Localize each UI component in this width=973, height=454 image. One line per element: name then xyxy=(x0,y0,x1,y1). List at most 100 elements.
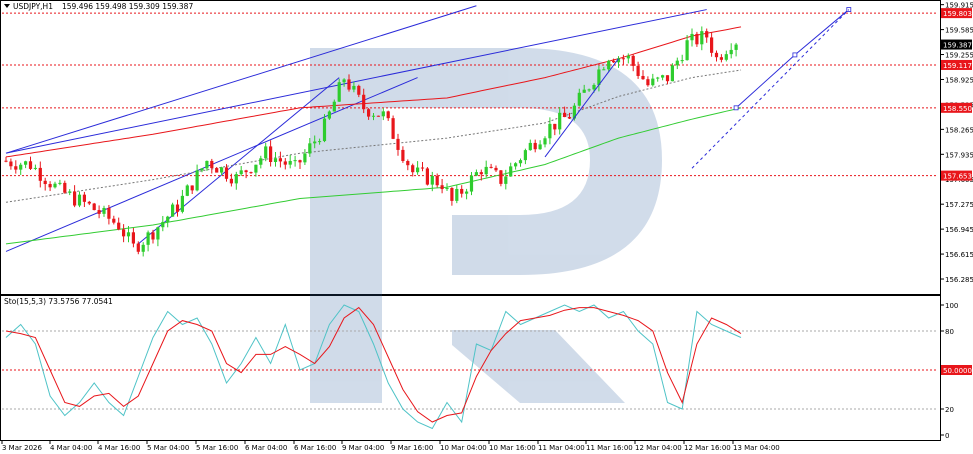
candle-body xyxy=(180,195,184,212)
candle-body xyxy=(77,194,82,206)
candle-body xyxy=(63,182,67,193)
candle-body xyxy=(210,160,214,169)
candle-body xyxy=(38,167,42,181)
candle-body xyxy=(141,244,145,252)
candle-body xyxy=(298,160,302,163)
time-tick-label: 9 Mar 16:00 xyxy=(391,444,433,452)
candle-body xyxy=(24,161,28,165)
forecast-lines xyxy=(544,7,852,169)
symbol-label: USDJPY,H1 xyxy=(13,2,53,11)
forecast-impulse-line xyxy=(544,58,619,158)
candle-body xyxy=(376,115,380,117)
candle-body xyxy=(185,185,189,196)
candle-body xyxy=(249,172,253,174)
candle-body xyxy=(631,55,635,66)
candle-body xyxy=(533,142,537,150)
candle-body xyxy=(161,221,165,228)
time-tick-label: 11 Mar 16:00 xyxy=(586,444,633,452)
symbol-header: USDJPY,H1 159.496 159.498 159.309 159.38… xyxy=(4,2,193,11)
ohlc-values: 159.496 159.498 159.309 159.387 xyxy=(62,2,193,11)
candle-body xyxy=(332,101,336,112)
candle-body xyxy=(651,78,655,86)
candle-body xyxy=(572,105,576,119)
forecast-path-line xyxy=(735,54,796,109)
price-tick-label: 156.285 xyxy=(945,276,973,284)
candle-body xyxy=(499,170,503,184)
indicator-header: Sto(15,5,3) 73.5756 77.0541 xyxy=(4,297,113,306)
candle-body xyxy=(92,203,96,211)
candle-body xyxy=(612,60,616,63)
candle-body xyxy=(523,150,527,161)
indicator-level-tag xyxy=(941,365,972,375)
price-tag-box xyxy=(941,170,972,181)
candle-body xyxy=(700,31,704,45)
candle-body xyxy=(68,191,72,193)
dropdown-triangle-icon[interactable] xyxy=(4,4,10,8)
candle-body xyxy=(293,160,297,162)
candle-body xyxy=(729,49,733,55)
candle-body xyxy=(322,118,327,142)
candle-body xyxy=(602,69,606,71)
candle-body xyxy=(239,170,243,175)
price-tag-label: 159.117 xyxy=(943,62,972,70)
candle-body xyxy=(714,52,719,58)
candle-body xyxy=(48,184,52,188)
candle-body xyxy=(288,160,292,165)
candle-body xyxy=(440,185,444,190)
stoch-line-signal xyxy=(5,306,742,423)
candle-body xyxy=(254,164,258,173)
candle-body xyxy=(205,160,209,169)
candle-body xyxy=(469,175,474,192)
candle-body xyxy=(626,55,630,59)
candle-body xyxy=(146,232,150,245)
candle-body xyxy=(656,77,660,79)
candle-body xyxy=(406,161,410,166)
price-tick-label: 159.915 xyxy=(945,2,973,10)
price-tick-label: 156.945 xyxy=(945,226,973,234)
candle-body xyxy=(259,158,263,165)
indicator-tick-label: 80 xyxy=(945,328,954,336)
candle-body xyxy=(734,44,738,50)
candle-body xyxy=(19,164,23,170)
channel-line-4 xyxy=(5,5,477,154)
time-tick-label: 10 Mar 16:00 xyxy=(489,444,536,452)
price-tick-label: 159.255 xyxy=(945,52,973,60)
candle-body xyxy=(117,222,121,230)
watermark-logo xyxy=(310,48,662,403)
candle-body xyxy=(504,176,508,184)
forecast-node xyxy=(733,105,739,111)
candle-body xyxy=(474,172,478,176)
candle-body xyxy=(719,57,723,60)
candle-body xyxy=(616,58,621,63)
candle-body xyxy=(563,112,567,118)
time-tick-label: 3 Mar 2026 xyxy=(2,444,42,452)
price-tick-label: 157.935 xyxy=(945,151,973,159)
candle-body xyxy=(710,37,714,53)
candle-body xyxy=(58,182,62,184)
candle-body xyxy=(234,174,238,184)
candle-body xyxy=(122,229,126,237)
price-tick-label: 156.615 xyxy=(945,251,973,259)
candle-body xyxy=(97,210,101,214)
candle-body xyxy=(479,172,483,175)
candle-body xyxy=(582,89,586,93)
candle-body xyxy=(224,167,229,179)
candle-body xyxy=(200,168,204,171)
candle-body xyxy=(308,143,312,154)
candle-body xyxy=(215,168,219,173)
candle-body xyxy=(357,85,361,95)
candle-body xyxy=(151,232,155,240)
candle-body xyxy=(362,94,366,110)
time-tick-label: 10 Mar 04:00 xyxy=(440,444,487,452)
candle-body xyxy=(396,138,400,150)
candle-body xyxy=(269,146,273,163)
forecast-path-line xyxy=(794,9,850,56)
candle-body xyxy=(82,194,86,202)
time-tick-label: 6 Mar 04:00 xyxy=(245,444,287,452)
candle-body xyxy=(465,191,469,194)
price-tag-box xyxy=(941,39,972,50)
candle-body xyxy=(548,123,552,139)
candle-body xyxy=(450,188,454,201)
forecast-channel-line xyxy=(691,9,850,169)
